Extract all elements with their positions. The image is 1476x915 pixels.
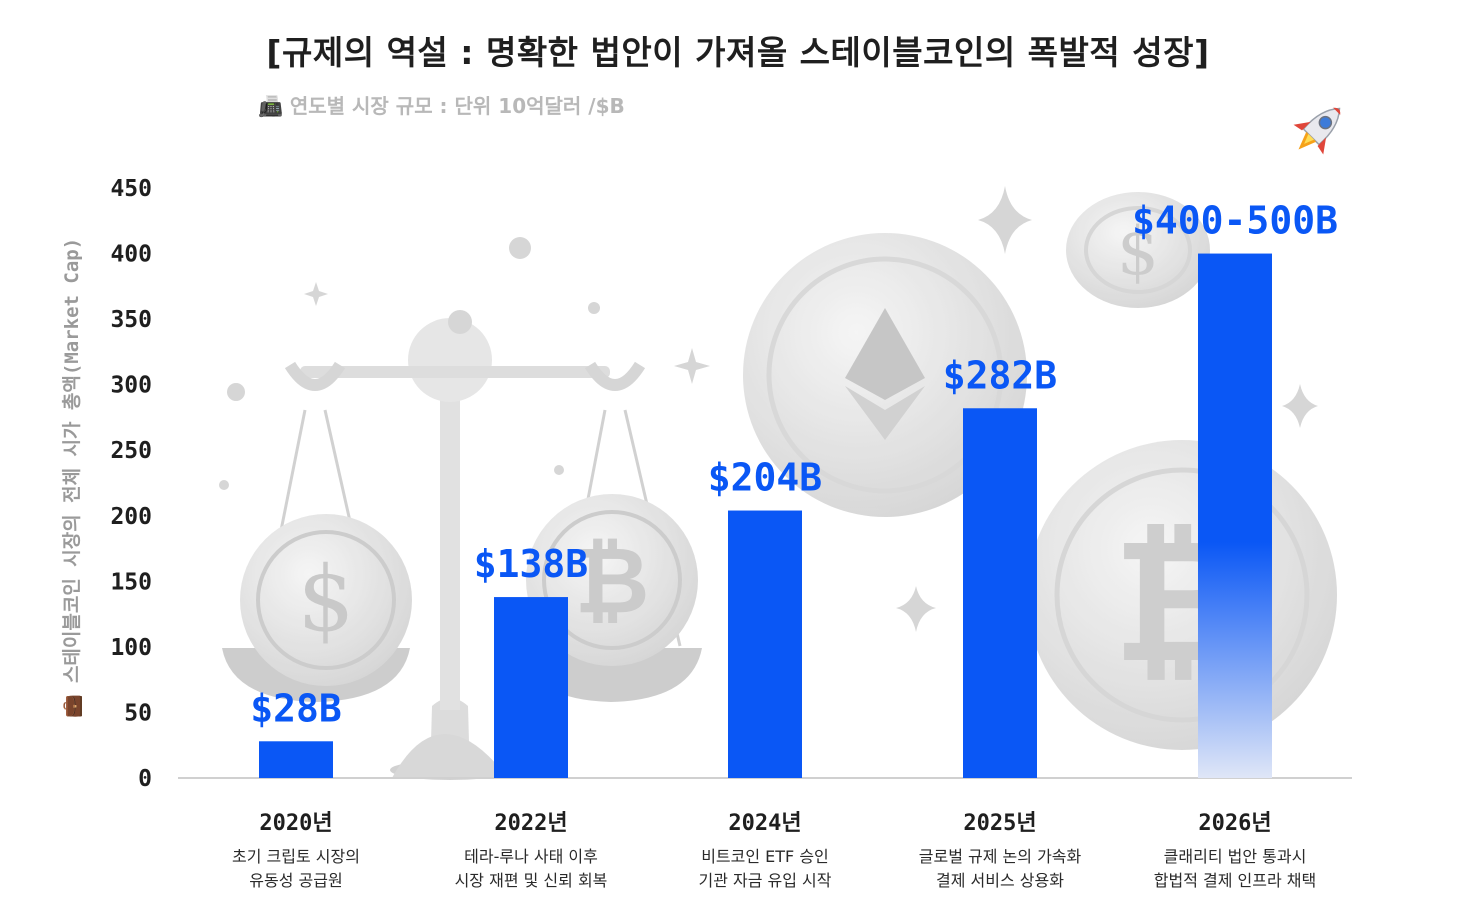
- y-axis-label: 💼 스테이블코인 시장의 전체 시가 총액(Market Cap): [61, 238, 83, 718]
- data-labels: $28B $138B $204B $282B $400-500B: [250, 199, 1338, 731]
- x-category-description: 글로벌 규제 논의 가속화: [919, 847, 1082, 866]
- x-category-description: 비트코인 ETF 승인: [701, 847, 829, 866]
- x-category-label: 2026년: [1198, 811, 1271, 836]
- x-category-description: 기관 자금 유입 시작: [698, 871, 831, 890]
- y-tick-label: 200: [110, 504, 152, 530]
- bar: [1198, 253, 1272, 779]
- bitcoin-coin-icon: ₿: [526, 494, 698, 666]
- x-category-label: 2025년: [963, 811, 1036, 836]
- y-tick-label: 150: [110, 569, 152, 595]
- ethereum-coin-icon: [743, 233, 1027, 517]
- y-tick-label: 100: [110, 635, 152, 661]
- y-tick-label: 50: [124, 700, 152, 726]
- bar-series: [259, 253, 1272, 779]
- x-category-description: 유동성 공급원: [249, 871, 342, 890]
- dollar-coin-icon: $: [240, 514, 412, 686]
- x-category-label: 2020년: [259, 811, 332, 836]
- chart-title: [규제의 역설 : 명확한 법안이 가져올 스테이블코인의 폭발적 성장]: [266, 33, 1210, 72]
- data-label: $204B: [708, 456, 822, 500]
- y-tick-label: 350: [110, 307, 152, 333]
- sparkle-icon: [219, 186, 1318, 632]
- chart-subtitle: 📠 연도별 시장 규모 : 단위 10억달러 /$B: [258, 94, 625, 118]
- svg-text:$: $: [297, 547, 354, 652]
- y-tick-label: 300: [110, 373, 152, 399]
- svg-text:$: $: [1117, 213, 1159, 290]
- bar: [728, 510, 802, 778]
- y-tick-label: 250: [110, 438, 152, 464]
- bar: [494, 597, 568, 778]
- x-category-description: 테라-루나 사태 이후: [464, 847, 598, 866]
- y-axis-tick-labels: 0 50 100 150 200 250 300 350 400 450: [110, 176, 152, 792]
- bar: [963, 408, 1037, 778]
- rocket-icon: [1293, 107, 1341, 155]
- x-category-description: 시장 재편 및 신뢰 회복: [455, 871, 608, 890]
- bitcoin-coin-icon: ₿: [1027, 440, 1337, 750]
- data-label: $28B: [250, 686, 342, 730]
- bar: [259, 741, 333, 778]
- x-category-description: 결제 서비스 상용화: [936, 871, 1064, 890]
- x-category-description: 합법적 결제 인프라 채택: [1154, 871, 1316, 890]
- x-category-label: 2024년: [728, 811, 801, 836]
- y-tick-label: 400: [110, 242, 152, 268]
- data-label: $138B: [474, 542, 588, 586]
- x-category-description: 초기 크립토 시장의: [232, 847, 360, 866]
- data-label: $282B: [943, 353, 1057, 397]
- svg-text:₿: ₿: [575, 527, 650, 634]
- data-label: $400-500B: [1132, 199, 1338, 243]
- y-tick-label: 0: [138, 766, 152, 792]
- x-category-label: 2022년: [494, 811, 567, 836]
- x-category-description: 클래리티 법안 통과시: [1164, 847, 1307, 866]
- dollar-coin-icon: $: [1066, 192, 1210, 308]
- y-tick-label: 450: [110, 176, 152, 202]
